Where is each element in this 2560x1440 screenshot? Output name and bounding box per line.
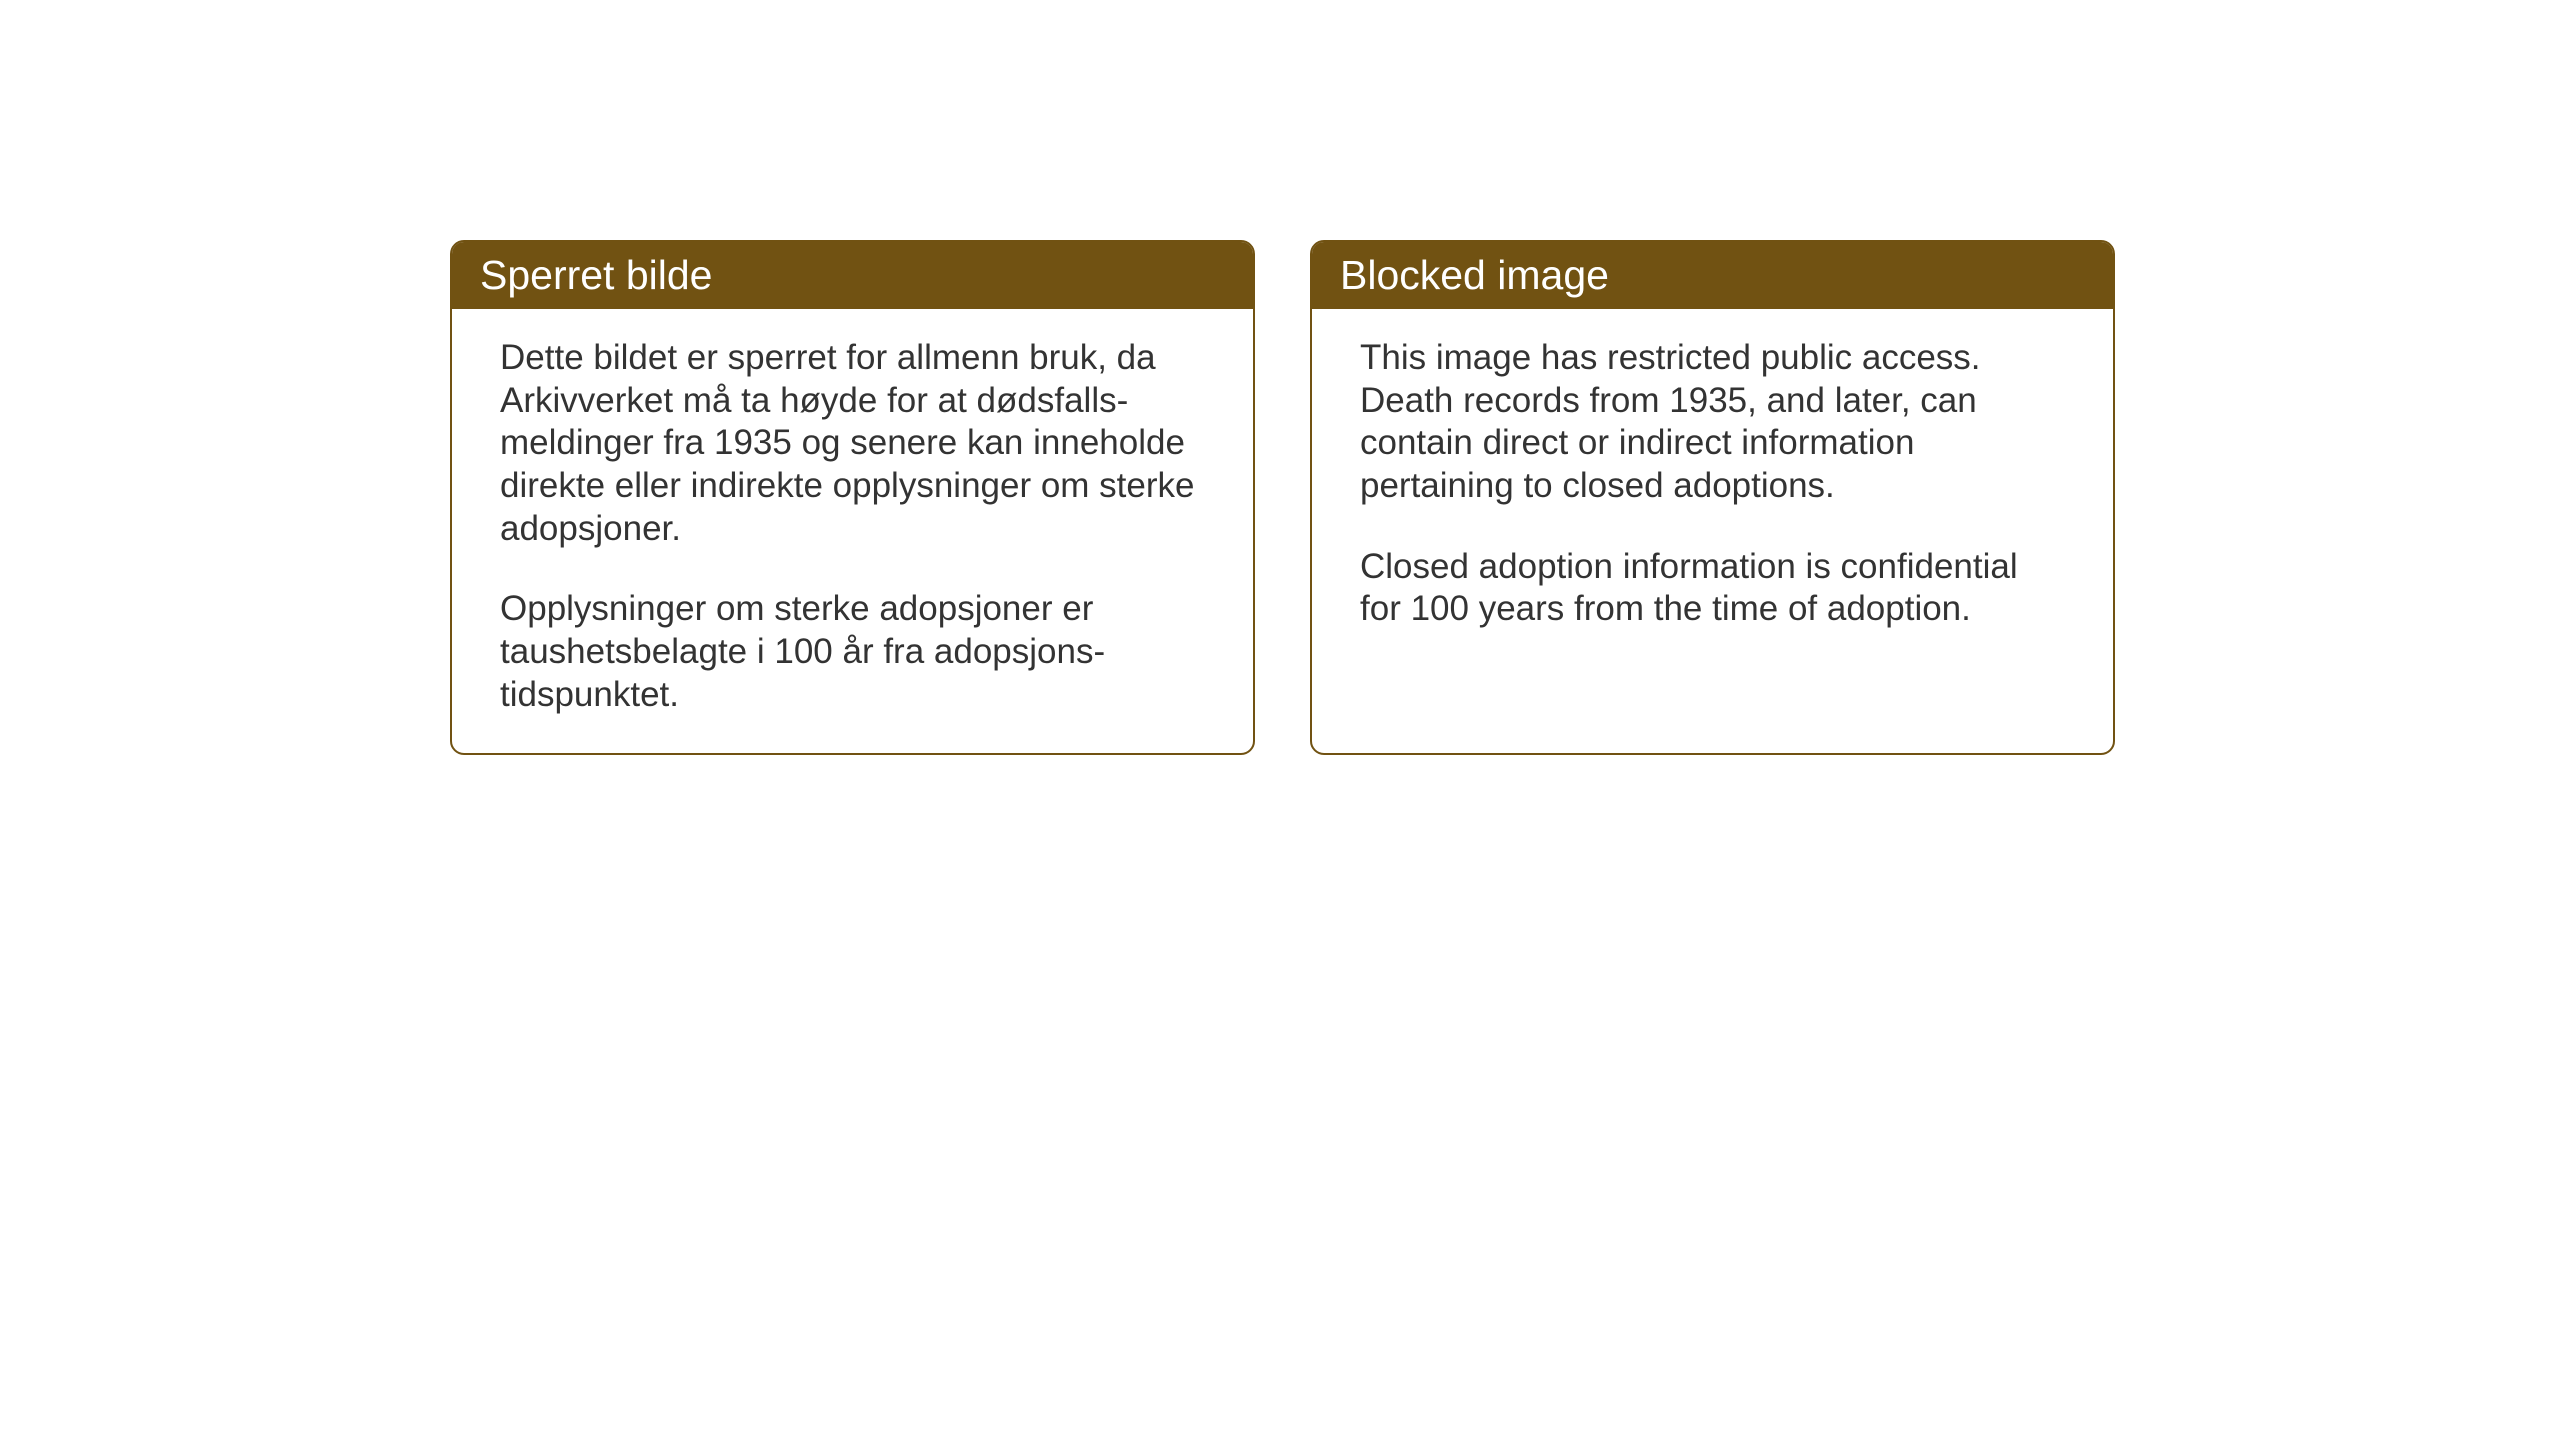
card-norwegian: Sperret bilde Dette bildet er sperret fo… xyxy=(450,240,1255,755)
card-header-english: Blocked image xyxy=(1312,242,2113,309)
card-body-english: This image has restricted public access.… xyxy=(1312,309,2113,667)
card-paragraph-english-2: Closed adoption information is confident… xyxy=(1360,546,2065,631)
card-paragraph-english-1: This image has restricted public access.… xyxy=(1360,337,2065,508)
card-paragraph-norwegian-2: Opplysninger om sterke adopsjoner er tau… xyxy=(500,588,1205,716)
card-paragraph-norwegian-1: Dette bildet er sperret for allmenn bruk… xyxy=(500,337,1205,550)
cards-container: Sperret bilde Dette bildet er sperret fo… xyxy=(0,0,2560,755)
card-body-norwegian: Dette bildet er sperret for allmenn bruk… xyxy=(452,309,1253,753)
card-header-norwegian: Sperret bilde xyxy=(452,242,1253,309)
card-english: Blocked image This image has restricted … xyxy=(1310,240,2115,755)
